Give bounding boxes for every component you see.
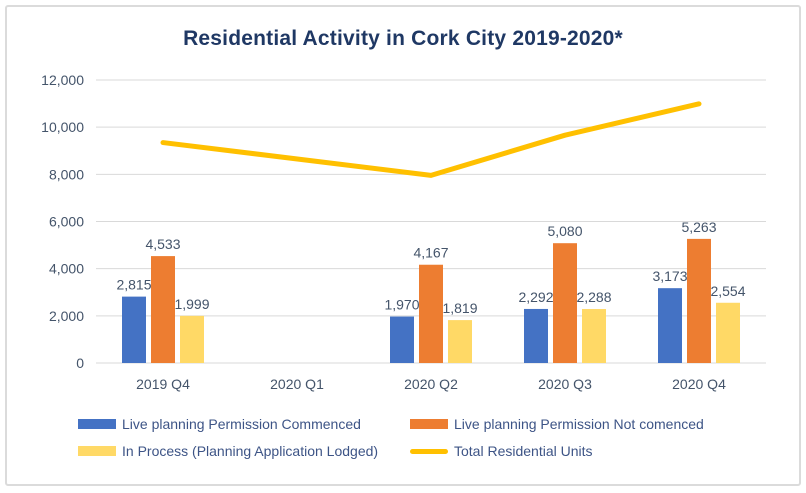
bar <box>524 308 548 363</box>
bar-data-label: 4,167 <box>413 245 448 261</box>
bar-data-label: 3,173 <box>652 268 687 284</box>
legend-swatch-in-process <box>78 446 116 456</box>
y-tick-label: 6,000 <box>49 214 84 230</box>
x-tick-label: 2020 Q3 <box>538 376 592 392</box>
legend-label-commenced: Live planning Permission Commenced <box>122 416 361 432</box>
bar-data-label: 1,999 <box>174 296 209 312</box>
legend-item-in-process: In Process (Planning Application Lodged) <box>78 443 410 459</box>
bar <box>419 264 443 363</box>
bar-data-label: 5,263 <box>681 219 716 235</box>
bar-data-label: 2,292 <box>518 289 553 305</box>
x-tick-label: 2020 Q2 <box>404 376 458 392</box>
bar-data-label: 4,533 <box>145 236 180 252</box>
bar-data-label: 2,815 <box>116 277 151 293</box>
x-tick-label: 2020 Q1 <box>270 376 324 392</box>
bar <box>553 243 577 363</box>
x-tick-label: 2020 Q4 <box>672 376 726 392</box>
bar <box>716 302 740 363</box>
bar <box>658 288 682 363</box>
bar <box>151 256 175 363</box>
legend-label-total-line: Total Residential Units <box>454 443 593 459</box>
y-tick-label: 4,000 <box>49 261 84 277</box>
bar-data-label: 5,080 <box>547 223 582 239</box>
legend-swatch-not-commenced <box>410 419 448 429</box>
y-tick-label: 10,000 <box>41 119 84 135</box>
chart-legend: Live planning Permission Commenced Live … <box>78 416 768 459</box>
y-tick-label: 8,000 <box>49 166 84 182</box>
chart-border-frame <box>5 5 801 486</box>
legend-label-not-commenced: Live planning Permission Not comenced <box>454 416 704 432</box>
bar <box>687 238 711 363</box>
total-line <box>160 101 702 178</box>
legend-item-commenced: Live planning Permission Commenced <box>78 416 410 432</box>
bar <box>122 296 146 363</box>
bar-data-label: 1,819 <box>442 300 477 316</box>
legend-swatch-commenced <box>78 419 116 429</box>
y-tick-label: 2,000 <box>49 308 84 324</box>
y-tick-label: 12,000 <box>41 72 84 88</box>
legend-swatch-total-line <box>410 448 448 454</box>
chart-title: Residential Activity in Cork City 2019-2… <box>183 27 623 50</box>
x-tick-label: 2019 Q4 <box>136 376 190 392</box>
legend-label-in-process: In Process (Planning Application Lodged) <box>122 443 379 459</box>
bar-data-label: 2,554 <box>710 283 745 299</box>
bar-data-label: 1,970 <box>384 297 419 313</box>
bar <box>582 309 606 363</box>
y-tick-label: 0 <box>76 355 84 371</box>
bar <box>448 320 472 363</box>
bar-data-label: 2,288 <box>576 289 611 305</box>
legend-item-total-line: Total Residential Units <box>410 443 768 459</box>
legend-item-not-commenced: Live planning Permission Not comenced <box>410 416 768 432</box>
bar <box>390 316 414 363</box>
bar <box>180 315 204 363</box>
